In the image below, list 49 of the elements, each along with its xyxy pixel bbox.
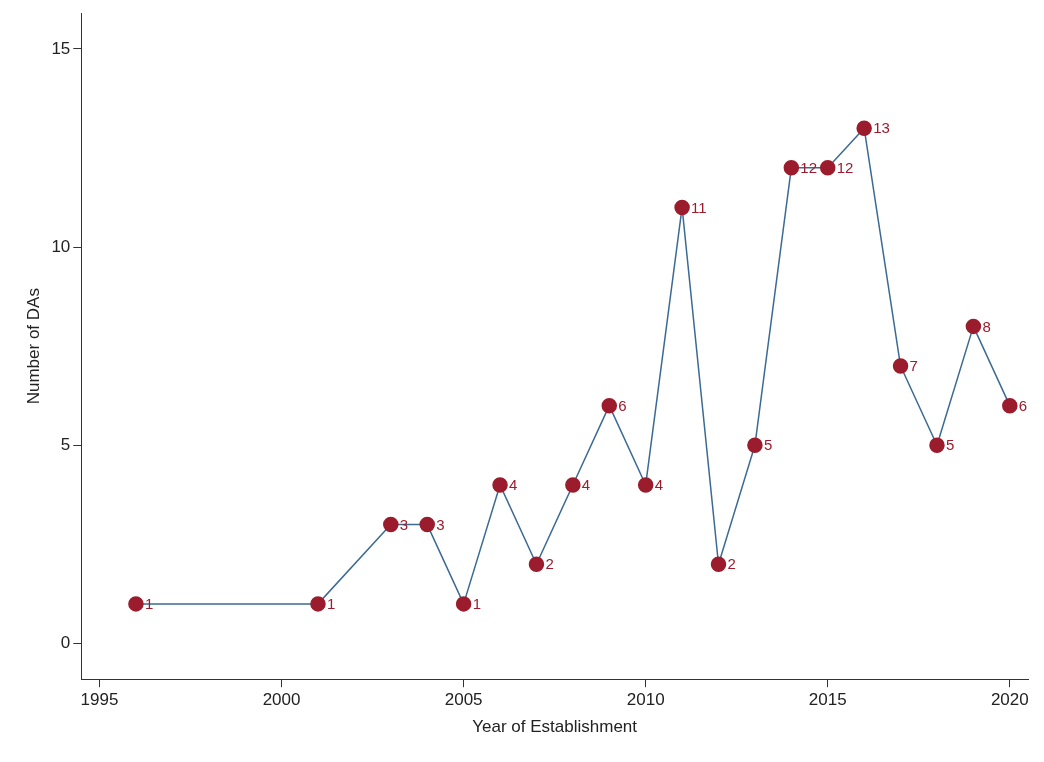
data-label: 4 (654, 476, 664, 494)
point (383, 516, 399, 533)
point (856, 120, 872, 136)
data-label: 4 (581, 476, 591, 494)
point (674, 199, 690, 216)
x-tick-label: 2020 (990, 690, 1029, 710)
point (892, 358, 909, 374)
x-tick-label: 2010 (626, 690, 665, 710)
data-label: 5 (763, 436, 773, 454)
point (128, 596, 144, 612)
data-label: 8 (982, 317, 991, 335)
x-tick-label: 2005 (444, 690, 483, 710)
y-tick-label: 15 (51, 38, 71, 58)
point (783, 160, 800, 176)
data-label: 4 (509, 476, 518, 494)
point (419, 516, 435, 533)
point (637, 477, 654, 493)
point (965, 318, 982, 335)
y-axis-title: Number of DAs (23, 288, 43, 405)
point (492, 477, 508, 493)
data-label: 5 (945, 436, 955, 454)
point (455, 596, 472, 612)
point (747, 437, 763, 454)
data-label: 2 (545, 555, 554, 573)
data-label: 3 (436, 515, 445, 533)
data-label: 6 (1018, 396, 1028, 414)
point (565, 477, 581, 493)
point (310, 596, 326, 612)
y-tick-label: 10 (51, 236, 71, 256)
data-label: 13 (873, 119, 890, 137)
y-tick-label: 0 (60, 633, 71, 653)
x-tick-label: 2000 (262, 690, 301, 710)
x-tick-label: 2015 (808, 690, 847, 710)
x-tick-label: 1995 (80, 690, 119, 710)
x-axis-title: Year of Establishment (472, 717, 638, 737)
point (710, 556, 727, 572)
data-label: 6 (618, 396, 627, 414)
data-label: 7 (909, 357, 918, 375)
data-label: 1 (326, 595, 336, 613)
data-label: 2 (727, 555, 736, 573)
data-label: 11 (691, 198, 707, 216)
data-label: 1 (472, 595, 481, 613)
point (1002, 397, 1018, 414)
data-label: 12 (836, 158, 854, 176)
point (929, 437, 945, 454)
point (528, 556, 545, 572)
point (819, 160, 836, 176)
point (601, 397, 618, 414)
y-tick-label: 5 (60, 434, 71, 454)
